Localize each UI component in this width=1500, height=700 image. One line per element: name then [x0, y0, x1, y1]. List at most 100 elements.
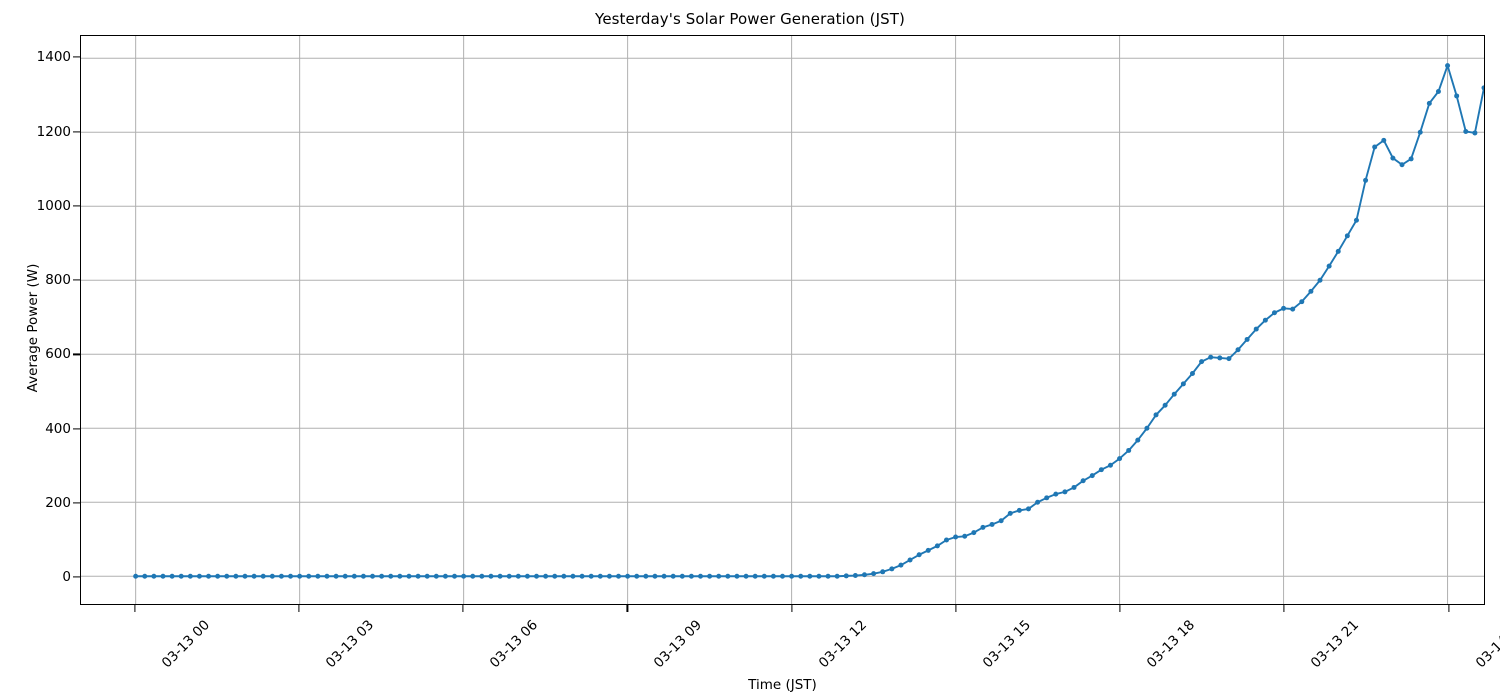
data-point-marker [1308, 288, 1314, 294]
data-point-marker [743, 573, 749, 579]
data-point-marker [260, 573, 266, 579]
data-point-marker [889, 566, 895, 572]
data-point-marker [1344, 233, 1350, 239]
data-point-marker [1117, 456, 1123, 462]
data-point-marker [233, 573, 239, 579]
data-point-marker [288, 573, 294, 579]
x-tick-label: 03-13 18 [1143, 617, 1199, 672]
series-line [134, 64, 1484, 578]
plot-area [80, 35, 1485, 605]
data-point-marker [998, 518, 1004, 524]
y-tick-label: 400 [45, 420, 71, 437]
data-point-marker [734, 573, 740, 579]
data-point-marker [880, 569, 886, 575]
data-point-marker [980, 524, 986, 530]
data-point-marker [1135, 437, 1141, 443]
y-tick-label: 800 [45, 272, 71, 289]
x-tick-label: 03-13 03 [322, 617, 377, 672]
x-axis-label: Time (JST) [748, 677, 817, 693]
data-point-marker [278, 573, 284, 579]
data-point-marker [1217, 355, 1223, 361]
data-point-marker [224, 573, 230, 579]
data-point-marker [616, 573, 622, 579]
data-point-marker [1426, 100, 1432, 106]
data-point-marker [652, 573, 658, 579]
y-tick-mark [73, 428, 80, 430]
data-point-marker [251, 573, 257, 579]
data-point-marker [1180, 381, 1186, 387]
data-point-marker [825, 573, 831, 579]
data-point-marker [242, 573, 248, 579]
page-title: Yesterday's Solar Power Generation (JST) [595, 10, 905, 28]
data-point-marker [1208, 354, 1214, 360]
data-point-marker [424, 573, 430, 579]
data-point-marker [488, 573, 494, 579]
data-point-marker [1481, 85, 1484, 91]
x-axis: Time (JST) 03-13 00 03-13 03 03-13 06 03-13… [80, 605, 1500, 700]
x-tick-mark [955, 605, 957, 612]
data-point-marker [324, 573, 330, 579]
y-tick-mark [73, 130, 80, 133]
x-tick-label: 03-13 09 [651, 617, 706, 672]
data-point-marker [916, 552, 922, 558]
data-point-marker [1144, 425, 1150, 431]
x-tick-mark [1119, 605, 1121, 612]
data-point-marker [442, 573, 448, 579]
data-point-marker [1381, 137, 1387, 143]
data-point-marker [1417, 129, 1423, 135]
data-point-marker [1062, 489, 1068, 495]
data-point-marker [716, 573, 722, 579]
data-point-marker [643, 573, 649, 579]
data-point-marker [1171, 391, 1177, 397]
data-point-marker [752, 573, 758, 579]
data-point-marker [570, 573, 576, 579]
data-point-marker [1463, 128, 1469, 134]
data-point-marker [679, 573, 685, 579]
data-point-marker [543, 573, 549, 579]
x-tick-label: 03-13 21 [1308, 617, 1363, 672]
data-point-marker [524, 573, 530, 579]
data-point-marker [1299, 299, 1305, 305]
data-point-marker [1025, 506, 1031, 512]
y-tick-mark [73, 353, 80, 355]
data-point-marker [625, 573, 631, 579]
data-point-marker [1290, 306, 1296, 312]
data-point-marker [770, 573, 776, 579]
data-point-marker [1454, 93, 1460, 99]
data-point-marker [1016, 507, 1022, 513]
data-point-marker [871, 571, 877, 577]
data-point-marker [461, 573, 467, 579]
data-point-marker [1153, 412, 1159, 418]
y-tick-mark [73, 279, 80, 281]
data-point-marker [861, 572, 867, 578]
data-point-marker [989, 521, 995, 527]
data-point-marker [360, 573, 366, 579]
data-point-marker [342, 573, 348, 579]
data-point-marker [1080, 478, 1086, 484]
data-point-marker [1098, 467, 1104, 473]
data-point-marker [707, 573, 713, 579]
x-tick-label: 03-14 00 [1472, 617, 1500, 672]
data-point-marker [1390, 155, 1396, 161]
data-point-marker [852, 573, 858, 579]
data-point-marker [333, 573, 339, 579]
data-point-marker [1372, 144, 1378, 150]
x-tick-label: 03-13 12 [815, 617, 870, 672]
data-point-marker [1035, 499, 1041, 505]
data-point-marker [1253, 326, 1259, 332]
data-point-marker [1399, 162, 1405, 168]
y-tick-mark [73, 205, 80, 207]
data-point-marker [160, 573, 166, 579]
data-point-marker [142, 573, 148, 579]
data-point-marker [1189, 370, 1195, 376]
data-point-marker [306, 573, 312, 579]
data-point-marker [133, 573, 139, 579]
data-point-marker [497, 573, 503, 579]
y-tick-label: 1000 [36, 197, 71, 214]
data-point-marker [1435, 89, 1441, 94]
data-point-marker [898, 562, 904, 568]
y-tick-label: 1400 [36, 49, 71, 66]
data-point-marker [433, 573, 439, 579]
data-point-marker [843, 573, 849, 579]
